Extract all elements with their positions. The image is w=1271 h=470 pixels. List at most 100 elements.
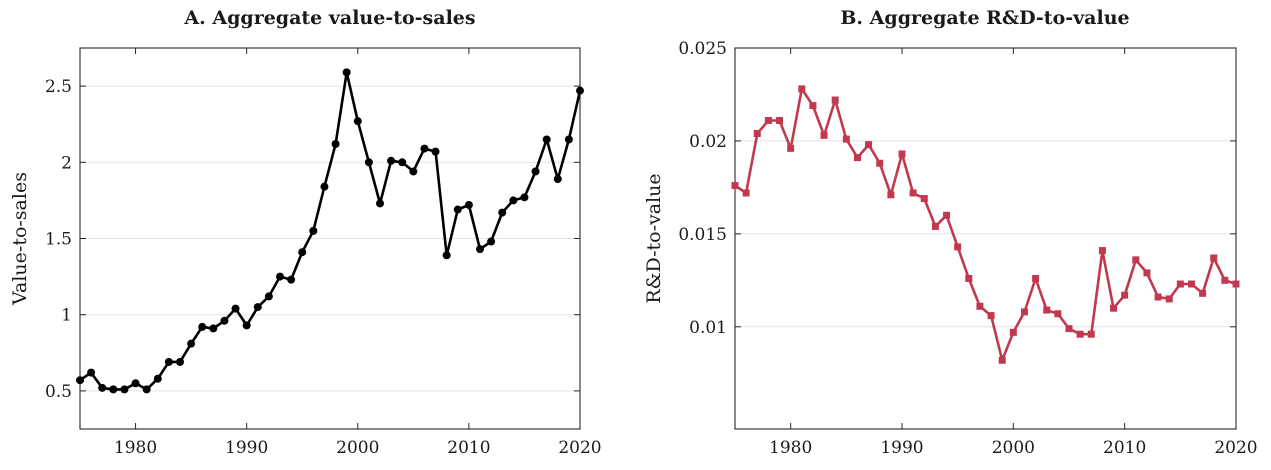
x-tick-label: 1980	[769, 438, 812, 458]
data-point	[553, 175, 562, 184]
x-tick-label: 1980	[114, 438, 157, 458]
data-point	[76, 376, 84, 385]
data-point	[831, 96, 839, 104]
data-point	[576, 86, 584, 95]
x-tick-label: 2010	[447, 438, 490, 458]
y-tick-label: 0.02	[689, 132, 727, 152]
data-point	[176, 357, 184, 366]
data-point	[1232, 280, 1240, 288]
data-point	[464, 200, 473, 209]
data-point	[209, 324, 218, 333]
data-point	[987, 312, 995, 320]
data-point	[253, 303, 262, 312]
x-tick-label: 2010	[1103, 438, 1146, 458]
data-point	[753, 129, 761, 137]
data-point	[876, 159, 884, 167]
y-tick-label: 1	[61, 306, 72, 326]
data-point	[342, 68, 351, 77]
data-point	[231, 304, 240, 313]
data-point	[242, 321, 251, 330]
y-tick-label: 2.5	[45, 77, 72, 97]
data-point	[998, 356, 1006, 364]
data-point	[498, 208, 507, 217]
data-point	[187, 339, 196, 348]
data-point	[87, 368, 96, 377]
data-point	[276, 272, 284, 281]
data-point	[965, 274, 973, 282]
data-point	[509, 196, 518, 205]
data-point	[809, 102, 817, 110]
data-point	[453, 205, 462, 214]
y-tick-label: 0.5	[45, 382, 72, 402]
y-tick-label: 0.025	[678, 39, 727, 59]
data-point	[1132, 256, 1140, 264]
data-point	[142, 385, 151, 394]
x-tick-label: 2000	[992, 438, 1035, 458]
data-point	[1087, 330, 1095, 338]
series-line	[734, 87, 1237, 362]
data-point	[1110, 304, 1118, 312]
data-point	[1199, 289, 1207, 297]
series-line	[79, 71, 582, 391]
data-point	[920, 195, 928, 203]
data-point	[364, 158, 373, 167]
axes-frame	[734, 47, 1237, 430]
data-point	[320, 182, 329, 191]
y-axis-label: R&D-to-value	[643, 173, 665, 303]
data-point	[331, 140, 340, 149]
data-point	[742, 189, 750, 197]
data-point	[909, 189, 917, 197]
y-axis-label: Value-to-sales	[9, 172, 31, 306]
data-point	[776, 116, 784, 124]
data-point	[542, 135, 551, 144]
data-point	[487, 237, 496, 246]
panel-b-rd-to-value: 0.01 0.015 0.02 0.025 1980 1990 2000 2010 2020 B.…	[643, 7, 1258, 458]
data-point	[153, 374, 162, 383]
data-point	[1043, 306, 1051, 314]
data-point	[120, 385, 129, 394]
data-point	[898, 150, 906, 158]
data-point	[376, 199, 384, 208]
data-point	[1176, 280, 1184, 288]
data-point	[820, 131, 828, 139]
data-point	[1143, 269, 1151, 277]
data-point	[442, 251, 451, 260]
data-point	[309, 226, 318, 235]
data-point	[98, 383, 107, 392]
x-tick-label: 2020	[558, 438, 601, 458]
data-point	[1221, 276, 1229, 284]
y-tick-label: 1.5	[45, 230, 72, 250]
data-point	[1076, 330, 1084, 338]
data-point	[798, 85, 806, 93]
data-point	[764, 116, 772, 124]
data-point	[220, 316, 229, 325]
data-point	[1154, 293, 1162, 301]
data-point	[131, 379, 140, 388]
data-point	[109, 385, 118, 394]
data-point	[943, 211, 951, 219]
data-point	[1032, 274, 1040, 282]
x-tick-label: 1990	[225, 438, 268, 458]
x-tick-label: 1990	[880, 438, 923, 458]
data-point	[1009, 328, 1017, 336]
data-point	[431, 147, 440, 156]
chart-title: A. Aggregate value-to-sales	[183, 7, 475, 29]
data-point	[531, 167, 540, 176]
y-tick-label: 2	[61, 153, 72, 173]
data-point	[1065, 325, 1073, 333]
data-point	[842, 135, 850, 143]
data-point	[520, 193, 529, 202]
data-point	[409, 167, 418, 176]
data-point	[476, 245, 484, 254]
data-point	[564, 135, 573, 144]
data-point	[853, 154, 861, 162]
data-point	[1210, 254, 1218, 262]
data-point	[353, 117, 362, 126]
data-point	[865, 141, 873, 149]
data-point	[976, 302, 984, 310]
y-tick-label: 0.01	[689, 318, 727, 338]
data-point	[198, 322, 207, 331]
data-point	[1054, 310, 1062, 318]
data-point	[264, 292, 273, 301]
